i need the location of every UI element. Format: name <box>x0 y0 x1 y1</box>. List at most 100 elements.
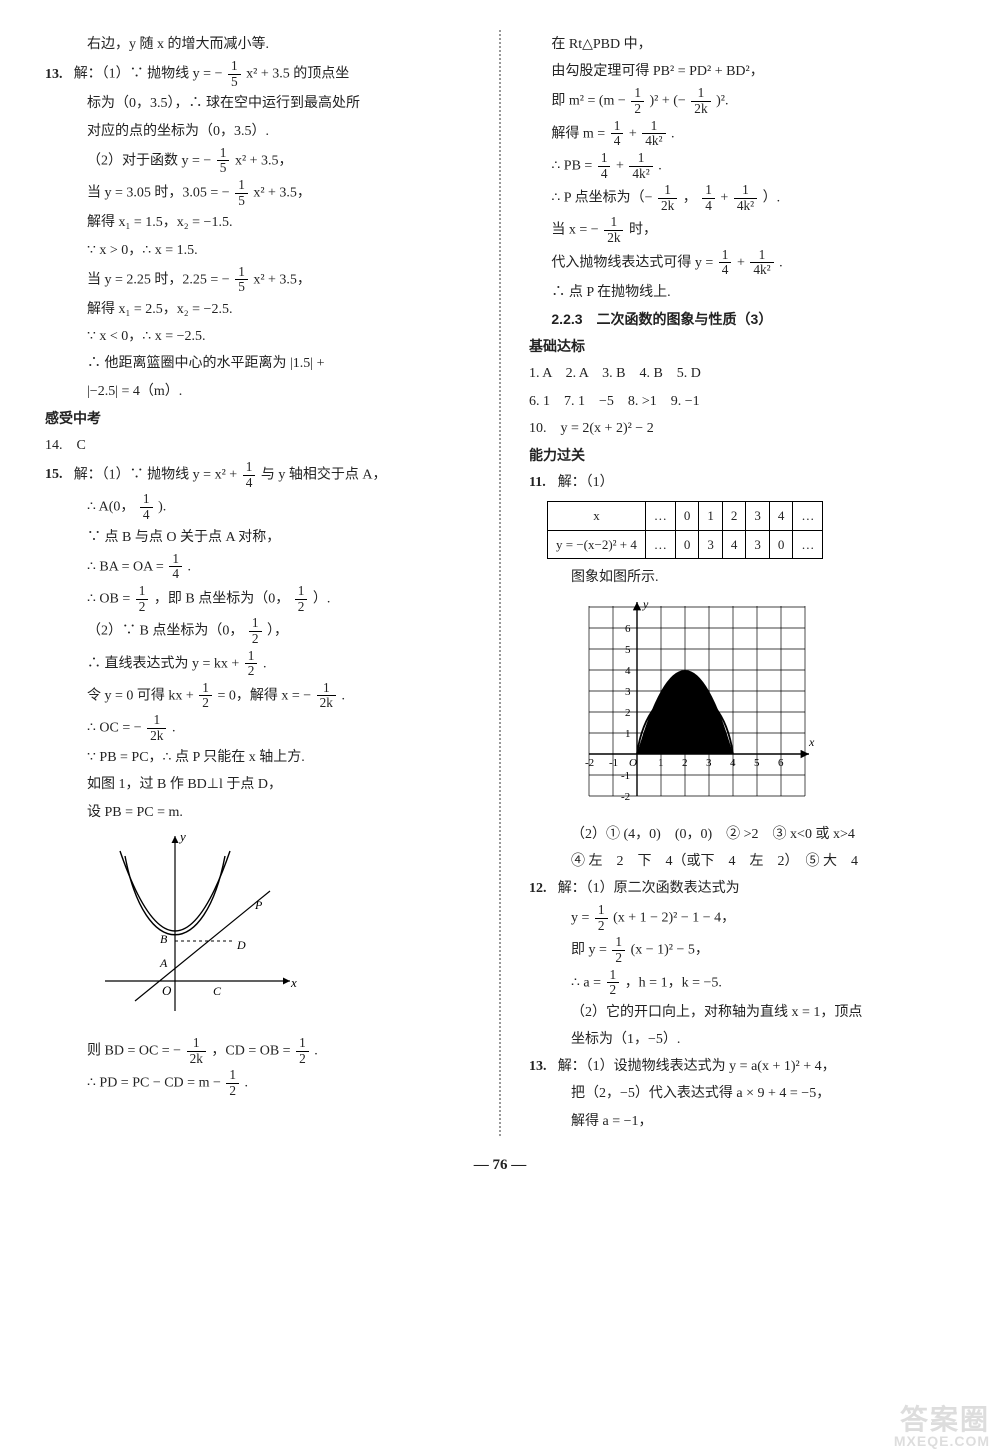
svg-text:6: 6 <box>778 757 784 769</box>
svg-text:A: A <box>159 956 168 970</box>
text: 由勾股定理可得 PB² = PD² + BD²， <box>529 59 955 84</box>
table-cell: 0 <box>675 530 699 558</box>
table-cell: y = −(x−2)² + 4 <box>548 530 646 558</box>
svg-text:O: O <box>629 757 637 769</box>
table-cell: 3 <box>746 502 770 530</box>
text: ∴ OC = − 12k . <box>45 713 471 743</box>
table-cell: 3 <box>699 530 723 558</box>
table-cell: 0 <box>769 530 793 558</box>
q-number: 13. <box>45 62 70 87</box>
svg-text:2: 2 <box>625 707 631 719</box>
section-subheading: 能力过关 <box>529 443 955 468</box>
text: （2）对于函数 y = − 15 x² + 3.5， <box>45 146 471 176</box>
watermark: 答案圈 MXEQE.COM <box>894 1406 990 1448</box>
svg-text:x: x <box>808 735 815 749</box>
text: （2）∵ B 点坐标为（0， 12 ）， <box>45 616 471 646</box>
text: 即 y = 12 (x − 1)² − 5， <box>529 935 955 965</box>
svg-text:-1: -1 <box>609 757 618 769</box>
text: 解得 a = −1， <box>529 1109 955 1134</box>
text: ∴ PB = 14 + 14k² . <box>529 151 955 181</box>
text: 设 PB = PC = m. <box>45 800 471 825</box>
text: 解得 m = 14 + 14k² . <box>529 119 955 149</box>
text: 令 y = 0 可得 kx + 12 = 0，解得 x = − 12k . <box>45 681 471 711</box>
text: ∴ 他距离篮圈中心的水平距离为 |1.5| + <box>45 351 471 376</box>
text: 解得 x₁ = 1.5，x₂ = −1.5. <box>45 210 471 235</box>
svg-text:C: C <box>213 984 222 998</box>
table-cell: x <box>548 502 646 530</box>
svg-text:D: D <box>236 938 246 952</box>
text: 当 y = 2.25 时，2.25 = − 15 x² + 3.5， <box>45 265 471 295</box>
text: 当 y = 3.05 时，3.05 = − 15 x² + 3.5， <box>45 178 471 208</box>
table-cell: 0 <box>675 502 699 530</box>
svg-text:6: 6 <box>625 623 631 635</box>
column-divider <box>499 30 501 1136</box>
svg-text:P: P <box>254 898 263 912</box>
fraction-1-5: 15 <box>228 59 241 89</box>
item-13: 13. 解：（1）∵ 抛物线 y = − 15 x² + 3.5 的顶点坐 <box>45 59 471 89</box>
figure-2: y x -2 -1 O 1 2 3 4 5 6 1 2 3 4 5 6 - <box>569 596 955 815</box>
item-15: 15. 解：（1）∵ 抛物线 y = x² + 14 与 y 轴相交于点 A， <box>45 460 471 490</box>
section-heading: 2.2.3 二次函数的图象与性质（3） <box>529 307 955 332</box>
table-cell: 4 <box>722 530 746 558</box>
item-13r: 13. 解：（1）设抛物线表达式为 y = a(x + 1)² + 4， <box>529 1054 955 1079</box>
text: ∵ x > 0，∴ x = 1.5. <box>45 238 471 263</box>
text: ④ 左 2 下 4（或下 4 左 2） ⑤ 大 4 <box>529 849 955 874</box>
right-column: 在 Rt△PBD 中， 由勾股定理可得 PB² = PD² + BD²， 即 m… <box>529 30 955 1136</box>
table-cell: … <box>793 502 823 530</box>
text: ∴ BA = OA = 14 . <box>45 552 471 582</box>
text: ∴ 直线表达式为 y = kx + 12 . <box>45 649 471 679</box>
svg-text:B: B <box>160 932 168 946</box>
table-row: y = −(x−2)² + 4 … 0 3 4 3 0 … <box>548 530 823 558</box>
table-cell: 3 <box>746 530 770 558</box>
text: 则 BD = OC = − 12k ，CD = OB = 12 . <box>45 1036 471 1066</box>
section-subheading: 基础达标 <box>529 334 955 359</box>
text: 图象如图所示. <box>529 565 955 590</box>
svg-text:1: 1 <box>658 757 664 769</box>
text: ∴ PD = PC − CD = m − 12 . <box>45 1068 471 1098</box>
text: ∴ A(0， 14 ). <box>45 492 471 522</box>
table-cell: … <box>645 530 675 558</box>
table-cell: 4 <box>769 502 793 530</box>
table-cell: … <box>793 530 823 558</box>
text: 把（2，−5）代入表达式得 a × 9 + 4 = −5， <box>529 1081 955 1106</box>
table-row: x … 0 1 2 3 4 … <box>548 502 823 530</box>
text: y = 12 (x + 1 − 2)² − 1 − 4， <box>529 903 955 933</box>
table-cell: … <box>645 502 675 530</box>
text: ∵ x < 0，∴ x = −2.5. <box>45 324 471 349</box>
text: （2）它的开口向上，对称轴为直线 x = 1，顶点 <box>529 1000 955 1025</box>
value-table: x … 0 1 2 3 4 … y = −(x−2)² + 4 … 0 3 4 … <box>547 501 823 559</box>
text: ∴ a = 12 ，h = 1，k = −5. <box>529 968 955 998</box>
table-cell: 1 <box>699 502 723 530</box>
svg-text:4: 4 <box>730 757 736 769</box>
text: 解得 x₁ = 2.5，x₂ = −2.5. <box>45 297 471 322</box>
axis-x-label: x <box>290 975 297 990</box>
text: 在 Rt△PBD 中， <box>529 32 955 57</box>
text: 即 m² = (m − 12 )² + (− 12k )². <box>529 86 955 116</box>
figure-1: y x O A B C D P <box>85 831 471 1030</box>
svg-text:-1: -1 <box>621 770 630 782</box>
svg-text:1: 1 <box>625 728 631 740</box>
text: ∴ 点 P 在抛物线上. <box>529 280 955 305</box>
svg-text:5: 5 <box>754 757 760 769</box>
svg-text:5: 5 <box>625 644 631 656</box>
item-12: 12. 解：（1）原二次函数表达式为 <box>529 876 955 901</box>
text: 右边，y 随 x 的增大而减小等. <box>45 32 471 57</box>
section-heading: 感受中考 <box>45 406 471 431</box>
left-column: 右边，y 随 x 的增大而减小等. 13. 解：（1）∵ 抛物线 y = − 1… <box>45 30 471 1136</box>
svg-text:-2: -2 <box>585 757 594 769</box>
svg-text:3: 3 <box>706 757 712 769</box>
table-cell: 2 <box>722 502 746 530</box>
text: 标为（0，3.5），∴ 球在空中运行到最高处所 <box>45 91 471 116</box>
item-11: 11. 解：（1） <box>529 470 955 495</box>
answers-row: 10. y = 2(x + 2)² − 2 <box>529 416 955 441</box>
item-14: 14. C <box>45 433 471 458</box>
svg-text:3: 3 <box>625 686 631 698</box>
svg-text:2: 2 <box>682 757 688 769</box>
text: 对应的点的坐标为（0，3.5）. <box>45 119 471 144</box>
page-number: — 76 — <box>45 1152 955 1179</box>
text: ∵ 点 B 与点 O 关于点 A 对称， <box>45 525 471 550</box>
svg-text:-2: -2 <box>621 791 630 803</box>
text: ∴ OB = 12 ，即 B 点坐标为（0， 12 ）. <box>45 584 471 614</box>
text: 坐标为（1，−5）. <box>529 1027 955 1052</box>
answers-row: 1. A 2. A 3. B 4. B 5. D <box>529 361 955 386</box>
